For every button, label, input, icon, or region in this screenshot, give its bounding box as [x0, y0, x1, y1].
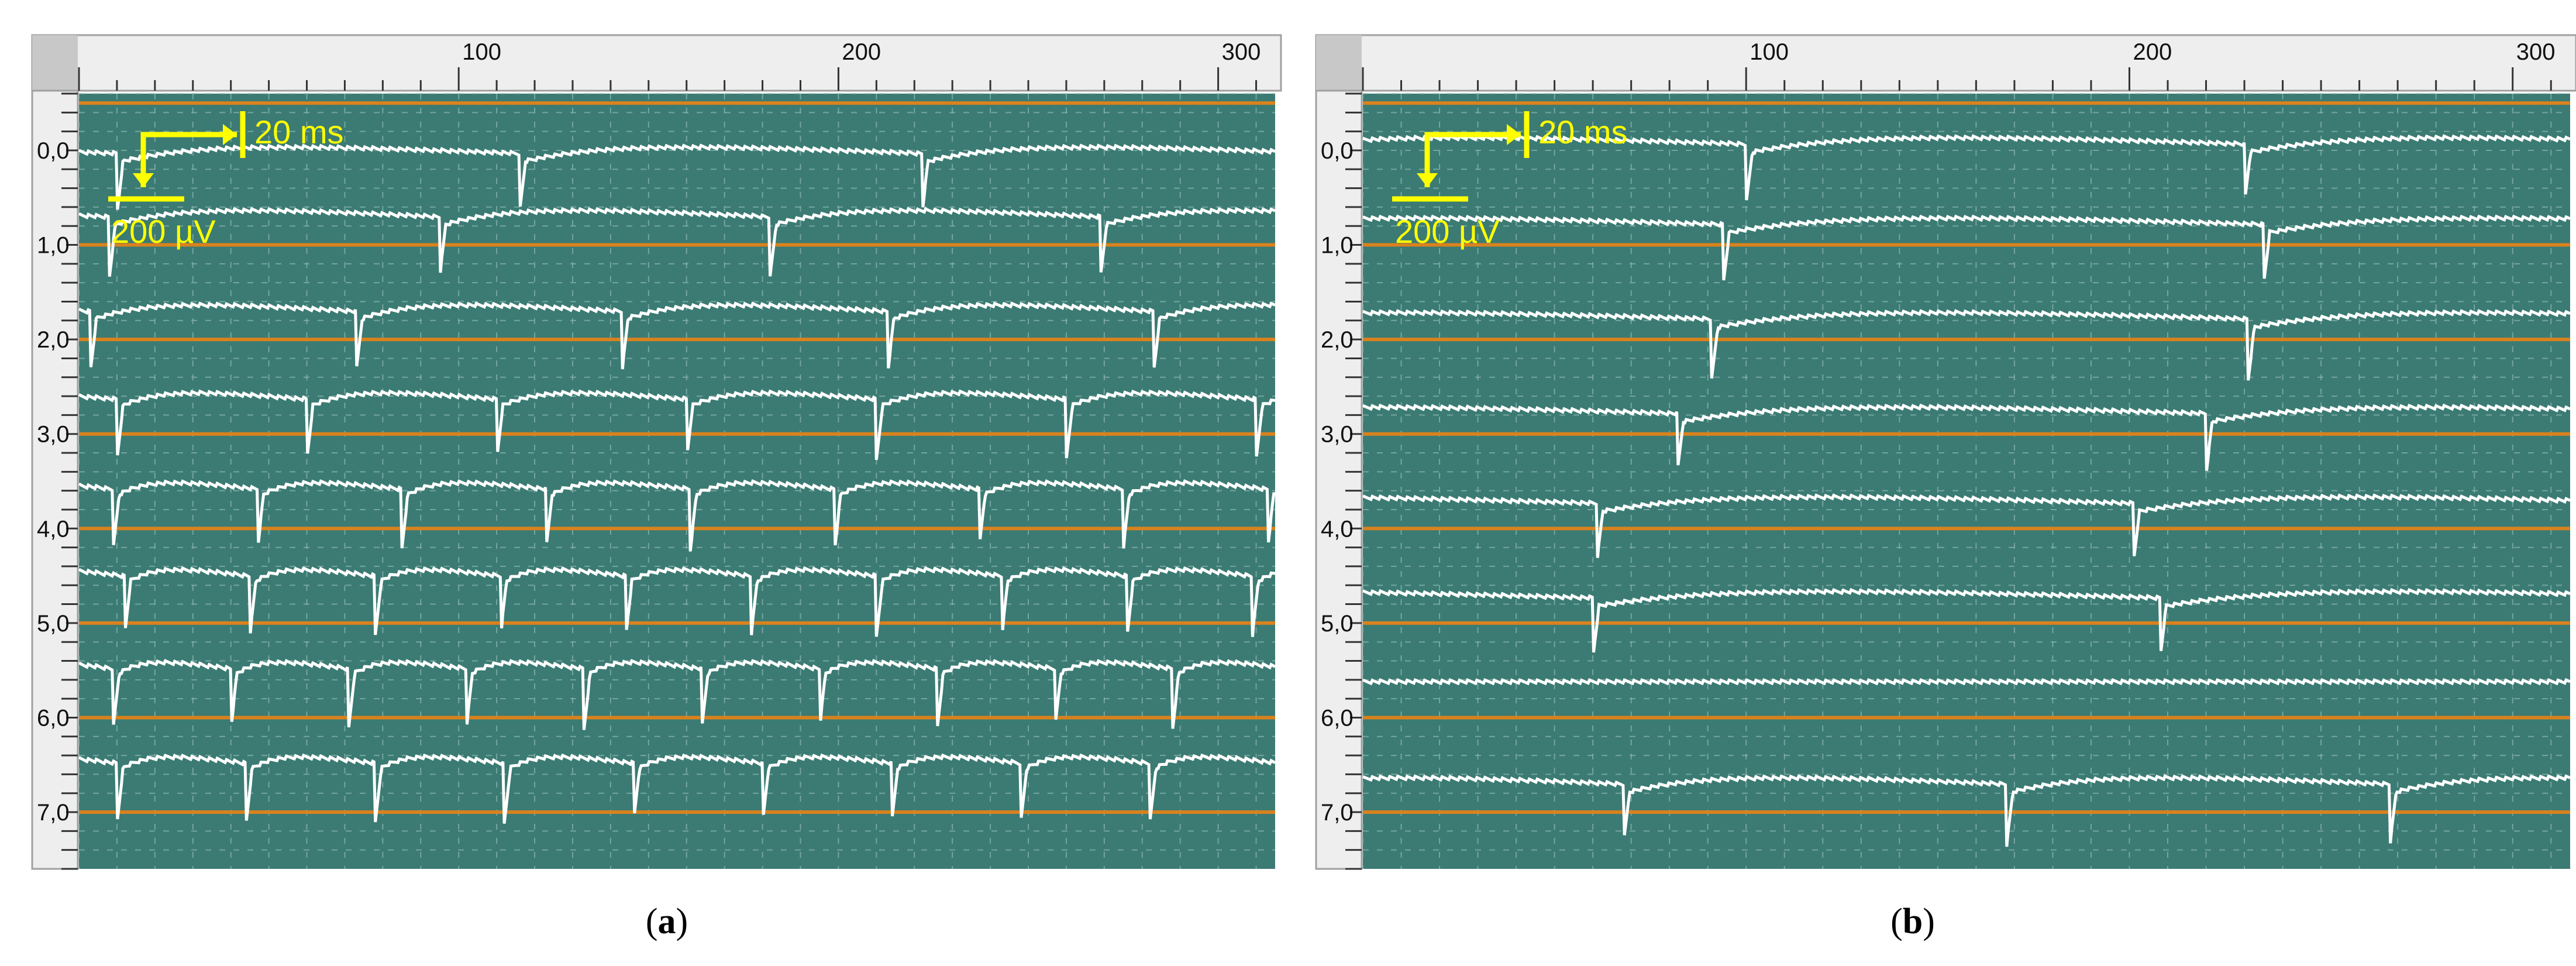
channel-trace [78, 143, 1276, 210]
channel-trace [1362, 493, 2571, 558]
ruler-corner [1316, 35, 1362, 91]
left-tick-label: 7,0 [1321, 800, 1354, 826]
scale-arrow-path [1424, 132, 1521, 187]
channel-trace [78, 207, 1276, 277]
caption-b: (b) [1854, 901, 1971, 943]
left-tick-label: 3,0 [1321, 422, 1354, 448]
channel-trace [1362, 587, 2571, 653]
channel-trace [1362, 774, 2571, 847]
caption-b-letter: b [1902, 902, 1923, 941]
channel-trace [78, 659, 1276, 730]
top-tick-label: 300 [1222, 39, 1261, 65]
left-ruler [1315, 90, 1363, 870]
plot-area [1363, 94, 2570, 869]
ruler-corner [32, 35, 78, 91]
caption-a: (a) [608, 901, 725, 943]
top-tick-label: 200 [842, 39, 881, 65]
channel-trace [78, 301, 1276, 370]
caption-a-close: ) [676, 902, 688, 941]
channel-trace [78, 479, 1276, 552]
caption-a-letter: a [657, 902, 676, 941]
caption-b-open: ( [1890, 902, 1903, 941]
left-tick-label: 5,0 [37, 611, 70, 637]
top-tick-label: 100 [1750, 39, 1789, 65]
scale-volt-label: 200 µV [1395, 213, 1500, 250]
left-tick-label: 4,0 [1321, 516, 1354, 542]
panel-b-layer: 100 200 300 0,0 1,0 2,0 3,0 4,0 5,0 6,0 7,0 20 ms 20… [1315, 34, 2576, 870]
left-ruler [31, 90, 79, 870]
channel-trace [1362, 403, 2571, 471]
caption-a-open: ( [645, 902, 658, 941]
scale-time-label: 20 ms [1538, 114, 1628, 150]
left-tick-label: 2,0 [1321, 327, 1354, 353]
top-ruler [31, 34, 1282, 92]
left-tick-label: 7,0 [37, 800, 70, 826]
scale-arrowhead-right [223, 124, 237, 145]
scale-arrowhead-right [1507, 124, 1521, 145]
left-tick-label: 4,0 [37, 516, 70, 542]
channel-trace [1362, 309, 2571, 381]
left-tick-label: 0,0 [1321, 138, 1354, 164]
channel-trace [78, 389, 1276, 460]
left-tick-label: 2,0 [37, 327, 70, 353]
left-tick-label: 1,0 [37, 233, 70, 259]
top-tick-label: 100 [462, 39, 501, 65]
panel-a: 100 200 300 0,0 1,0 2,0 3,0 4,0 5,0 6,0 7,0 20 ms 20… [31, 34, 1282, 870]
caption-b-close: ) [1923, 902, 1935, 941]
channel-trace [1362, 678, 2571, 686]
panel-a-layer: 100 200 300 0,0 1,0 2,0 3,0 4,0 5,0 6,0 7,0 20 ms 20… [31, 34, 1282, 870]
plot-area [79, 94, 1275, 869]
scale-arrow-path [140, 132, 237, 187]
channel-trace [78, 566, 1276, 637]
scale-arrowhead-down [1417, 173, 1438, 187]
top-tick-label: 200 [2133, 39, 2172, 65]
panel-b: 100 200 300 0,0 1,0 2,0 3,0 4,0 5,0 6,0 7,0 20 ms 20… [1315, 34, 2576, 870]
left-tick-label: 3,0 [37, 422, 70, 448]
channel-trace [1362, 134, 2571, 201]
scale-time-label: 20 ms [254, 114, 344, 150]
top-ruler [1315, 34, 2576, 92]
left-tick-label: 5,0 [1321, 611, 1354, 637]
scale-volt-label: 200 µV [111, 213, 216, 250]
top-tick-label: 300 [2516, 39, 2556, 65]
channel-trace [78, 753, 1276, 824]
left-tick-label: 1,0 [1321, 233, 1354, 259]
left-tick-label: 0,0 [37, 138, 70, 164]
left-tick-label: 6,0 [1321, 705, 1354, 731]
left-tick-label: 6,0 [37, 705, 70, 731]
scale-arrowhead-down [133, 173, 154, 187]
channel-trace [1362, 214, 2571, 281]
